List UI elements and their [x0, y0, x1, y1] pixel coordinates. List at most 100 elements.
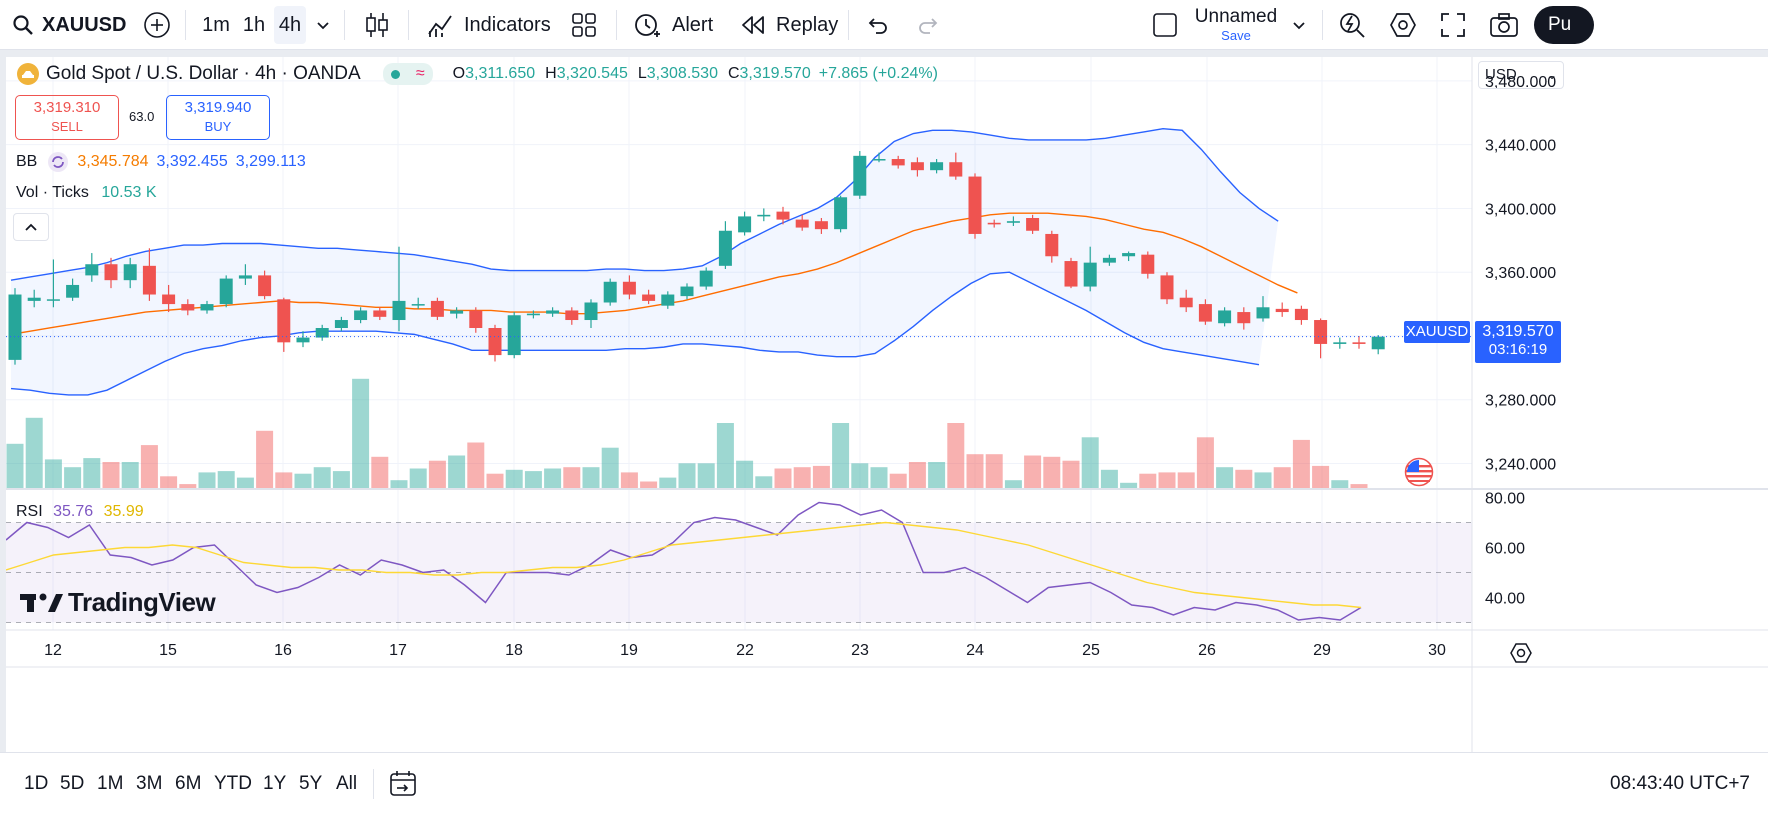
timeframe-1m[interactable]: 1m	[202, 14, 230, 36]
buy-button[interactable]: 3,319.940 BUY	[166, 95, 270, 140]
candle-body	[1141, 254, 1155, 274]
range-1d[interactable]: 1D	[24, 773, 49, 794]
snapshot-button[interactable]	[1489, 8, 1519, 42]
undo-button[interactable]	[866, 8, 890, 42]
volume-bar	[774, 468, 792, 488]
timeframe-1h[interactable]: 1h	[242, 14, 266, 36]
volume-bar	[409, 468, 427, 488]
indicators-button[interactable]: Indicators	[426, 8, 551, 42]
volume-bar	[1273, 467, 1291, 488]
rsi-line	[6, 501, 1362, 621]
currency-select[interactable]: USD ⌄	[1478, 61, 1564, 89]
price-tick-label: 3,400.000	[1485, 201, 1556, 218]
range-ytd[interactable]: YTD	[214, 773, 252, 794]
toolbar-divider	[408, 10, 409, 40]
tradingview-watermark[interactable]: TradingView	[20, 587, 216, 618]
publish-button[interactable]: Pu	[1534, 6, 1594, 44]
range-6m[interactable]: 6M	[175, 773, 202, 794]
volume-bar	[716, 423, 734, 488]
layouts-button[interactable]	[570, 8, 598, 42]
chart-canvas[interactable]: 3,480.000 3,440.000 3,400.000 3,360.000 3,32…	[6, 57, 1768, 752]
bb-upper-value: 3,392.455	[156, 153, 228, 170]
candle-body	[66, 284, 80, 298]
toolbar-divider	[185, 10, 186, 40]
candle-body	[891, 159, 905, 166]
volume-legend[interactable]: Vol · Ticks 10.53 K	[16, 184, 157, 202]
candle-body	[949, 162, 963, 177]
volume-bar	[620, 472, 638, 488]
tradingview-logo-icon	[20, 593, 63, 612]
time-tick-label: 12	[44, 642, 62, 659]
volume-bar	[352, 378, 370, 488]
candles	[6, 151, 1472, 365]
candle-body	[488, 327, 502, 356]
quick-search-button[interactable]	[1338, 8, 1366, 42]
volume-bar	[6, 443, 24, 488]
layout-name-button[interactable]: Unnamed Save	[1190, 6, 1282, 43]
camera-icon	[1490, 13, 1518, 37]
sell-button[interactable]: 3,319.310 SELL	[15, 95, 119, 140]
sell-label: SELL	[51, 119, 83, 134]
range-5y[interactable]: 5Y	[299, 773, 323, 794]
time-tick-label: 18	[505, 642, 523, 659]
replay-label: Replay	[776, 13, 839, 36]
fullscreen-button[interactable]	[1440, 8, 1466, 42]
volume-bar	[256, 430, 274, 488]
symbol-search-button[interactable]: XAUUSD	[12, 8, 126, 42]
bb-legend[interactable]: BB 3,345.784 3,392.455 3,299.113	[16, 151, 306, 173]
collapse-legend-button[interactable]	[13, 213, 49, 241]
settings-button[interactable]	[1389, 8, 1417, 42]
layout-checkbox[interactable]	[1152, 8, 1178, 42]
grid-icon	[572, 13, 596, 37]
candle-body	[430, 300, 444, 317]
range-all[interactable]: All	[336, 773, 358, 794]
time-scale-settings-button[interactable]	[1510, 642, 1532, 669]
redo-button[interactable]	[916, 8, 940, 42]
alert-button[interactable]: Alert	[632, 8, 713, 42]
volume-bar	[428, 460, 446, 488]
volume-bar	[812, 465, 830, 488]
timeframe-dropdown[interactable]	[314, 8, 332, 42]
bb-basis-value: 3,345.784	[77, 153, 149, 170]
bb-lower-line	[10, 271, 1260, 396]
chevron-down-icon: ⌄	[1546, 68, 1557, 82]
candle-body	[1026, 218, 1040, 231]
candle-body	[200, 304, 214, 311]
clock[interactable]: 08:43:40 UTC+7	[1610, 773, 1750, 794]
volume-bar	[1100, 469, 1118, 488]
volume-bar	[1292, 439, 1310, 488]
symbol-price-tag: XAUUSD	[1404, 321, 1470, 343]
chevron-down-icon	[1293, 22, 1305, 30]
range-3m[interactable]: 3M	[136, 773, 163, 794]
currency-label: USD	[1485, 66, 1517, 83]
range-1y[interactable]: 1Y	[263, 773, 287, 794]
chart-panel[interactable]: 3,480.000 3,440.000 3,400.000 3,360.000 3,32…	[6, 57, 1768, 752]
candle-body	[1371, 336, 1385, 350]
replay-button[interactable]: Replay	[740, 8, 838, 42]
us-flag-icon[interactable]	[1404, 457, 1434, 492]
candle-body	[1333, 342, 1347, 344]
volume-bar	[851, 463, 869, 488]
volume-bar	[275, 472, 293, 488]
candle-body	[526, 313, 540, 316]
candle-body	[507, 315, 521, 356]
time-tick-label: 16	[274, 642, 292, 659]
ohlc-o-label: O	[452, 65, 466, 82]
layout-dropdown[interactable]	[1290, 8, 1308, 42]
range-1m[interactable]: 1M	[97, 773, 124, 794]
chart-type-button[interactable]	[364, 8, 390, 42]
market-status-badge[interactable]: ≈	[382, 63, 433, 85]
candle-body	[27, 297, 41, 301]
rsi-legend[interactable]: RSI 35.76 35.99	[16, 503, 144, 521]
volume-bar	[1004, 480, 1022, 488]
go-to-date-button[interactable]	[389, 770, 417, 803]
time-tick-label: 17	[389, 642, 407, 659]
timeframe-4h[interactable]: 4h	[274, 6, 306, 44]
range-5d[interactable]: 5D	[60, 773, 85, 794]
compare-symbol-button[interactable]	[143, 8, 171, 42]
candle-body	[1122, 253, 1136, 257]
volume-bar	[467, 442, 485, 488]
time-tick-label: 30	[1428, 642, 1446, 659]
symbol-legend: Gold Spot / U.S. Dollar · 4h · OANDA ≈ O…	[16, 62, 938, 86]
